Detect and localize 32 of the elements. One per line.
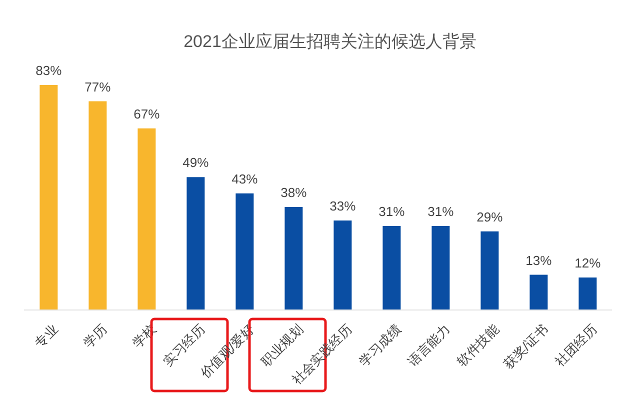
x-tick-label: 语言能力 <box>405 322 453 369</box>
x-tick-label: 专业 <box>32 322 61 351</box>
data-label: 12% <box>574 255 602 270</box>
bar <box>530 274 548 310</box>
data-label: 31% <box>428 204 454 219</box>
x-tick-label: 学习成绩 <box>356 322 404 369</box>
data-label: 83% <box>36 63 62 78</box>
bar <box>236 193 254 310</box>
data-label: 49% <box>182 155 210 170</box>
x-tick-label: 获奖/证书 <box>500 322 551 372</box>
data-label: 13% <box>526 252 552 268</box>
bar <box>480 231 499 310</box>
data-label: 33% <box>330 198 356 214</box>
bar <box>40 85 58 310</box>
x-tick-label: 软件技能 <box>454 322 502 369</box>
bar <box>284 206 303 310</box>
chart-title: 2021企业应届生招聘关注的候选人背景 <box>182 31 478 53</box>
data-label: 29% <box>476 209 504 224</box>
data-label: 31% <box>378 204 406 219</box>
data-label: 67% <box>134 106 160 122</box>
data-label: 38% <box>280 184 308 200</box>
x-tick-label: 社团经历 <box>552 322 600 369</box>
bar <box>382 226 401 310</box>
data-label: 77% <box>84 79 112 94</box>
bar <box>88 101 107 310</box>
bar <box>432 226 450 310</box>
bar <box>138 128 156 310</box>
bar <box>186 177 205 310</box>
bar <box>578 277 597 310</box>
x-tick-label: 学历 <box>80 322 110 351</box>
bar <box>334 220 352 310</box>
data-label: 43% <box>232 171 258 186</box>
